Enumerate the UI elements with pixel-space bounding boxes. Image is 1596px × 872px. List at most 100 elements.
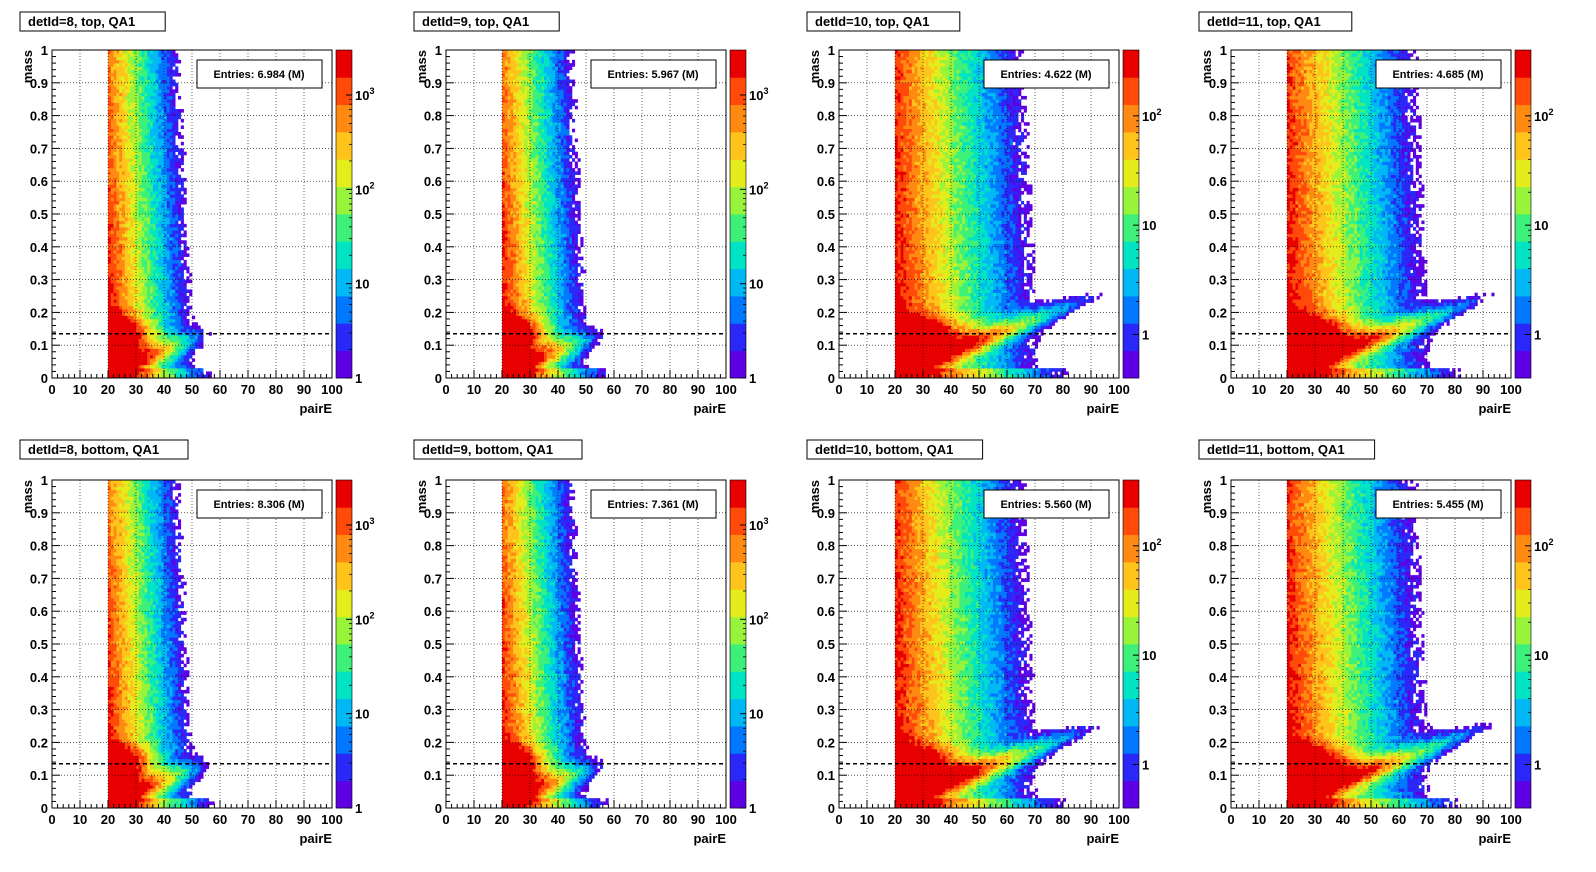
heatmap-cell — [527, 318, 531, 323]
heatmap-cell — [161, 164, 165, 169]
heatmap-cell — [558, 312, 562, 316]
heatmap-cell — [113, 253, 117, 257]
heatmap-cell — [186, 361, 190, 366]
heatmap-cell — [124, 230, 128, 234]
heatmap-cell — [507, 56, 511, 61]
heatmap-cell — [180, 250, 184, 254]
heatmap-cell — [133, 299, 137, 303]
heatmap-cell — [535, 92, 539, 97]
heatmap-cell — [110, 220, 114, 225]
heatmap-cell — [521, 105, 525, 110]
heatmap-cell — [152, 72, 156, 77]
heatmap-cell — [532, 66, 536, 70]
heatmap-cell — [546, 240, 550, 244]
heatmap-cell — [133, 289, 137, 294]
heatmap-cell — [158, 168, 162, 172]
heatmap-cell — [108, 374, 112, 379]
heatmap-cell — [172, 259, 176, 264]
heatmap-cell — [183, 233, 187, 238]
heatmap-cell — [164, 256, 168, 261]
heatmap-cell — [108, 371, 112, 376]
heatmap-cell — [161, 269, 165, 274]
heatmap-cell — [504, 181, 508, 185]
heatmap-cell — [108, 122, 112, 126]
heatmap-cell — [535, 197, 539, 202]
heatmap-cell — [169, 53, 173, 57]
heatmap-cell — [504, 79, 508, 84]
heatmap-cell — [161, 322, 165, 326]
heatmap-cell — [178, 355, 182, 359]
heatmap-cell — [127, 135, 131, 139]
heatmap-cell — [150, 187, 154, 192]
heatmap-cell — [513, 86, 517, 90]
heatmap-cell — [169, 253, 173, 257]
heatmap-cell — [136, 138, 140, 143]
heatmap-cell — [116, 132, 120, 136]
heatmap-cell — [502, 263, 506, 267]
heatmap-cell — [521, 348, 525, 353]
heatmap-cell — [127, 141, 131, 146]
heatmap-cell — [155, 299, 159, 303]
heatmap-cell — [136, 220, 140, 225]
heatmap-cell — [183, 223, 187, 228]
heatmap-cell — [152, 86, 156, 90]
heatmap-cell — [113, 351, 117, 356]
heatmap-cell — [150, 63, 154, 67]
heatmap-cell — [130, 358, 134, 362]
heatmap-cell — [166, 348, 170, 353]
heatmap-cell — [127, 371, 131, 376]
heatmap-cell — [130, 99, 134, 103]
heatmap-cell — [538, 66, 542, 70]
heatmap-cell — [513, 122, 517, 126]
heatmap-cell — [124, 171, 128, 175]
heatmap-cell — [538, 223, 542, 228]
heatmap-cell — [513, 269, 517, 274]
heatmap-cell — [541, 72, 545, 77]
heatmap-cell — [530, 154, 534, 159]
heatmap-cell — [155, 309, 159, 313]
heatmap-cell — [166, 318, 170, 323]
heatmap-cell — [136, 210, 140, 215]
heatmap-cell — [144, 282, 148, 287]
heatmap-cell — [507, 141, 511, 146]
heatmap-cell — [119, 312, 123, 316]
heatmap-cell — [169, 348, 173, 353]
heatmap-cell — [147, 118, 151, 123]
heatmap-cell — [175, 236, 179, 241]
heatmap-cell — [516, 358, 520, 362]
heatmap-cell — [155, 302, 159, 307]
heatmap-cell — [527, 220, 531, 225]
heatmap-cell — [150, 345, 154, 349]
heatmap-cell — [530, 351, 534, 356]
heatmap-cell — [108, 125, 112, 130]
heatmap-cell — [119, 371, 123, 376]
heatmap-cell — [546, 148, 550, 152]
heatmap-cell — [150, 184, 154, 189]
heatmap-cell — [152, 233, 156, 238]
color-bar-tick-label: 10 — [355, 277, 369, 292]
heatmap-cell — [192, 358, 196, 362]
heatmap-cell — [502, 305, 506, 310]
heatmap-cell — [175, 59, 179, 64]
color-bar-swatch — [336, 214, 352, 242]
heatmap-cell — [166, 151, 170, 156]
heatmap-cell — [524, 269, 528, 274]
heatmap-cell — [116, 325, 120, 330]
heatmap-cell — [116, 158, 120, 162]
heatmap-cell — [180, 341, 184, 346]
heatmap-cell — [549, 220, 553, 225]
heatmap-cell — [155, 276, 159, 280]
heatmap-cell — [504, 371, 508, 376]
heatmap-cell — [552, 181, 556, 185]
heatmap-cell — [147, 151, 151, 156]
heatmap-cell — [155, 154, 159, 159]
heatmap-cell — [524, 161, 528, 166]
heatmap-cell — [546, 305, 550, 310]
heatmap-cell — [208, 332, 212, 336]
heatmap-cell — [152, 309, 156, 313]
heatmap-cell — [513, 171, 517, 175]
heatmap-cell — [546, 109, 550, 113]
heatmap-cell — [147, 250, 151, 254]
heatmap-cell — [549, 95, 553, 100]
heatmap-cell — [169, 128, 173, 133]
